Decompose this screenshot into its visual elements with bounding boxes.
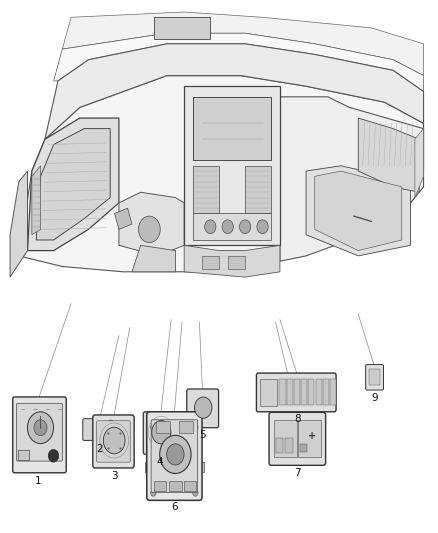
Circle shape [103,427,125,454]
Circle shape [34,419,47,435]
Bar [287,379,293,406]
Text: 8: 8 [294,414,300,424]
Circle shape [205,220,216,233]
Circle shape [222,220,233,233]
Circle shape [28,412,53,443]
Circle shape [193,490,198,496]
Polygon shape [132,245,176,272]
Polygon shape [36,128,110,240]
Text: 9: 9 [371,393,378,403]
FancyBboxPatch shape [83,419,108,440]
Polygon shape [32,166,41,235]
Bar [228,256,245,269]
Circle shape [151,490,156,496]
Bar [276,438,283,453]
Bar [298,420,321,457]
Polygon shape [184,245,280,277]
Text: +: + [308,431,316,441]
Text: 4: 4 [157,457,163,467]
Polygon shape [184,86,280,245]
Circle shape [160,435,191,473]
Polygon shape [415,128,424,198]
FancyBboxPatch shape [13,397,66,473]
Circle shape [240,220,251,233]
Bar [285,438,293,453]
Circle shape [152,421,171,444]
Polygon shape [45,44,424,139]
Text: 5: 5 [199,430,206,440]
Polygon shape [154,17,210,38]
Bar [279,379,286,406]
Polygon shape [28,118,119,251]
Bar [198,462,204,472]
Bar [300,444,307,452]
Text: 6: 6 [171,503,177,512]
Ellipse shape [106,420,116,439]
Bar [156,422,170,433]
Bar [294,379,300,406]
Text: 7: 7 [294,468,300,478]
Polygon shape [193,166,219,214]
Polygon shape [315,171,402,251]
FancyBboxPatch shape [366,365,384,390]
Bar [315,379,321,406]
Polygon shape [10,171,28,277]
FancyBboxPatch shape [97,421,130,462]
FancyBboxPatch shape [93,415,134,468]
Polygon shape [245,166,271,214]
FancyBboxPatch shape [151,419,198,492]
Polygon shape [115,208,132,229]
Bar [184,481,196,491]
Bar [170,481,182,491]
Circle shape [167,444,184,465]
Bar [274,420,297,457]
Polygon shape [280,97,424,261]
Polygon shape [53,33,424,92]
Text: 2: 2 [96,444,102,454]
Circle shape [151,424,156,431]
Bar [330,379,336,406]
Bar [308,379,314,406]
Circle shape [48,449,59,462]
Polygon shape [306,166,410,256]
Bar [369,369,381,385]
Circle shape [138,216,160,243]
Bar [154,481,166,491]
Polygon shape [193,97,271,160]
Bar [179,422,193,433]
Polygon shape [193,214,271,240]
Text: 3: 3 [111,471,118,481]
Polygon shape [119,192,184,256]
Bar [18,450,29,460]
FancyBboxPatch shape [143,412,178,454]
Polygon shape [358,118,419,192]
Bar [323,379,329,406]
Bar [145,462,151,472]
Polygon shape [62,12,424,76]
Text: 1: 1 [35,476,42,486]
Bar [301,379,307,406]
FancyBboxPatch shape [147,412,202,500]
FancyBboxPatch shape [17,403,62,461]
Bar [201,256,219,269]
FancyBboxPatch shape [256,373,336,412]
Bar [260,379,277,406]
Circle shape [194,397,212,418]
FancyBboxPatch shape [187,389,219,427]
FancyBboxPatch shape [269,413,325,465]
Circle shape [193,424,198,431]
Circle shape [257,220,268,233]
Polygon shape [19,76,424,272]
